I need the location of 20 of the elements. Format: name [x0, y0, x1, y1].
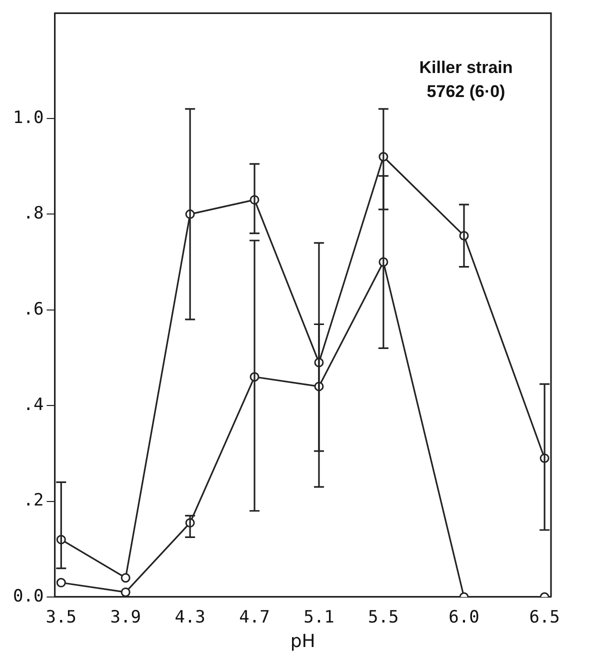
x-tick-label: 5.1 — [304, 608, 334, 628]
x-tick-label: 6.0 — [448, 608, 480, 628]
x-tick-label: 3.9 — [110, 608, 141, 628]
x-tick-label: 4.7 — [239, 608, 270, 628]
annotation: Killer strain — [419, 58, 513, 78]
x-tick-label: 3.5 — [46, 608, 77, 628]
x-tick-label: 4.3 — [174, 608, 206, 628]
x-tick-label: 5.5 — [368, 608, 399, 628]
point — [120, 573, 130, 583]
y-tick-label: 0.0 — [12, 586, 44, 606]
annotation: 5762 (6·0) — [426, 82, 506, 102]
y-tick-label: .4 — [23, 395, 44, 416]
x-axis-title: pH — [290, 630, 316, 652]
y-tick-label: .6 — [23, 299, 44, 320]
y-tick-label: .2 — [23, 490, 44, 511]
point — [120, 587, 130, 597]
y-tick-label: 1.0 — [12, 108, 44, 128]
y-tick-label: .8 — [23, 204, 44, 224]
x-tick-label: 6.5 — [529, 608, 560, 628]
point — [56, 578, 66, 588]
